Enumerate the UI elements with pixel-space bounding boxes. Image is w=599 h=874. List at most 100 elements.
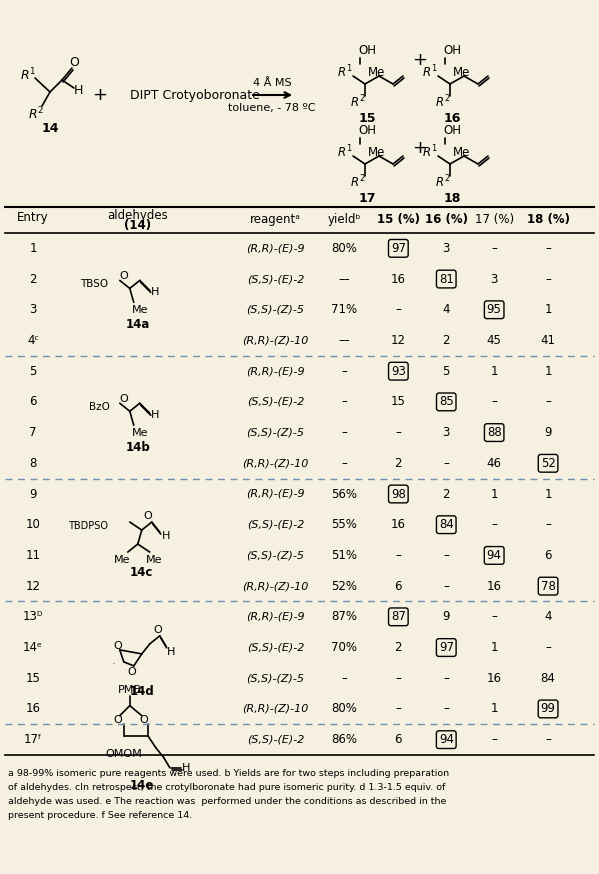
Text: (R,R)-(Z)-10: (R,R)-(Z)-10	[243, 581, 308, 591]
Text: O: O	[113, 641, 122, 651]
Text: 9: 9	[443, 610, 450, 623]
Text: O: O	[113, 715, 122, 725]
Text: –: –	[545, 733, 551, 746]
Text: $\mathit{R}^1$: $\mathit{R}^1$	[422, 143, 438, 160]
Text: OH: OH	[443, 44, 461, 57]
Text: –: –	[545, 242, 551, 255]
Text: O: O	[143, 511, 152, 521]
Text: 71%: 71%	[331, 303, 358, 316]
Text: 9: 9	[29, 488, 37, 501]
Text: –: –	[443, 457, 449, 470]
Text: TBSO: TBSO	[80, 280, 108, 289]
Text: O: O	[119, 394, 128, 405]
Text: Me: Me	[132, 428, 148, 438]
Text: 5: 5	[443, 364, 450, 378]
Text: 93: 93	[391, 364, 406, 378]
Text: 8: 8	[29, 457, 37, 470]
Text: $\mathit{R}^1$: $\mathit{R}^1$	[337, 143, 353, 160]
Text: $\mathit{R}^2$: $\mathit{R}^2$	[350, 174, 366, 191]
Text: $\mathit{R}^1$: $\mathit{R}^1$	[20, 66, 36, 83]
Text: –: –	[395, 427, 401, 439]
Text: 94: 94	[486, 549, 502, 562]
Text: 17: 17	[358, 191, 376, 205]
Text: H: H	[167, 647, 175, 657]
Text: +: +	[413, 51, 428, 69]
Text: O: O	[69, 57, 79, 70]
Text: 51%: 51%	[331, 549, 358, 562]
Text: 97: 97	[391, 242, 406, 255]
Text: 1: 1	[491, 703, 498, 716]
Text: ––: ––	[338, 334, 350, 347]
Text: a 98-99% isomeric pure reagents were used. b Yields are for two steps including : a 98-99% isomeric pure reagents were use…	[8, 769, 449, 778]
Text: (R,R)-(Z)-10: (R,R)-(Z)-10	[243, 458, 308, 468]
Text: (S,S)-(Z)-5: (S,S)-(Z)-5	[247, 673, 304, 683]
Text: 88: 88	[487, 427, 501, 439]
Text: Entry: Entry	[17, 211, 49, 224]
Text: 4 Å MS: 4 Å MS	[253, 78, 291, 88]
Text: 1: 1	[544, 364, 552, 378]
Text: 5: 5	[29, 364, 37, 378]
Text: 14c: 14c	[130, 565, 153, 579]
Text: OH: OH	[443, 123, 461, 136]
Text: –: –	[491, 395, 497, 408]
Text: 14d: 14d	[129, 685, 154, 698]
Text: 95: 95	[487, 303, 501, 316]
Text: Me: Me	[114, 555, 130, 565]
Text: 16 (%): 16 (%)	[425, 213, 468, 226]
Text: 6: 6	[29, 395, 37, 408]
Text: 12: 12	[391, 334, 406, 347]
Text: toluene, - 78 ºC: toluene, - 78 ºC	[228, 103, 316, 113]
Text: 16: 16	[391, 273, 406, 286]
Text: (S,S)-(E)-2: (S,S)-(E)-2	[247, 735, 304, 745]
Text: H: H	[181, 763, 190, 773]
Text: $\mathit{R}^2$: $\mathit{R}^2$	[435, 94, 450, 110]
Text: –: –	[395, 672, 401, 684]
Text: 87%: 87%	[331, 610, 358, 623]
Text: 80%: 80%	[331, 242, 358, 255]
Text: 84: 84	[541, 672, 555, 684]
Text: 52%: 52%	[331, 579, 358, 593]
Text: –: –	[341, 457, 347, 470]
Text: BzO: BzO	[89, 402, 110, 413]
Text: (R,R)-(Z)-10: (R,R)-(Z)-10	[243, 336, 308, 345]
Text: 41: 41	[540, 334, 556, 347]
Text: OH: OH	[358, 123, 376, 136]
Text: 81: 81	[439, 273, 453, 286]
Text: 14e: 14e	[129, 779, 154, 792]
Text: +: +	[413, 139, 428, 157]
Text: reagentᵃ: reagentᵃ	[250, 213, 301, 226]
Text: (R,R)-(E)-9: (R,R)-(E)-9	[246, 243, 305, 253]
Text: –: –	[545, 518, 551, 531]
Text: –: –	[443, 703, 449, 716]
Text: (S,S)-(E)-2: (S,S)-(E)-2	[247, 274, 304, 284]
Text: 87: 87	[391, 610, 406, 623]
Text: $\mathit{R}^2$: $\mathit{R}^2$	[350, 94, 366, 110]
Text: 14b: 14b	[125, 440, 150, 454]
Text: –: –	[395, 703, 401, 716]
Text: 6: 6	[395, 579, 402, 593]
Text: DIPT Crotyoboronate: DIPT Crotyoboronate	[130, 88, 260, 101]
Text: (S,S)-(Z)-5: (S,S)-(Z)-5	[247, 427, 304, 438]
Text: 16: 16	[25, 703, 41, 716]
Text: OH: OH	[358, 44, 376, 57]
Text: 6: 6	[395, 733, 402, 746]
Text: 16: 16	[391, 518, 406, 531]
Text: ȮMOM: ȮMOM	[105, 749, 142, 759]
Text: 56%: 56%	[331, 488, 358, 501]
Text: (R,R)-(Z)-10: (R,R)-(Z)-10	[243, 704, 308, 714]
Text: PMB: PMB	[118, 684, 142, 695]
Text: of aldehydes. cIn retrospect, the crotylboronate had pure isomeric purity. d 1.3: of aldehydes. cIn retrospect, the crotyl…	[8, 783, 446, 792]
Text: (R,R)-(E)-9: (R,R)-(E)-9	[246, 612, 305, 621]
Text: 85: 85	[439, 395, 453, 408]
Text: 13ᴰ: 13ᴰ	[23, 610, 43, 623]
Text: 98: 98	[391, 488, 406, 501]
Text: 1: 1	[29, 242, 37, 255]
Text: 2: 2	[443, 488, 450, 501]
Text: 78: 78	[541, 579, 555, 593]
Text: H: H	[73, 84, 83, 96]
Text: –: –	[491, 733, 497, 746]
Text: –: –	[341, 672, 347, 684]
Text: –: –	[545, 273, 551, 286]
Text: –: –	[491, 610, 497, 623]
Text: 11: 11	[25, 549, 41, 562]
